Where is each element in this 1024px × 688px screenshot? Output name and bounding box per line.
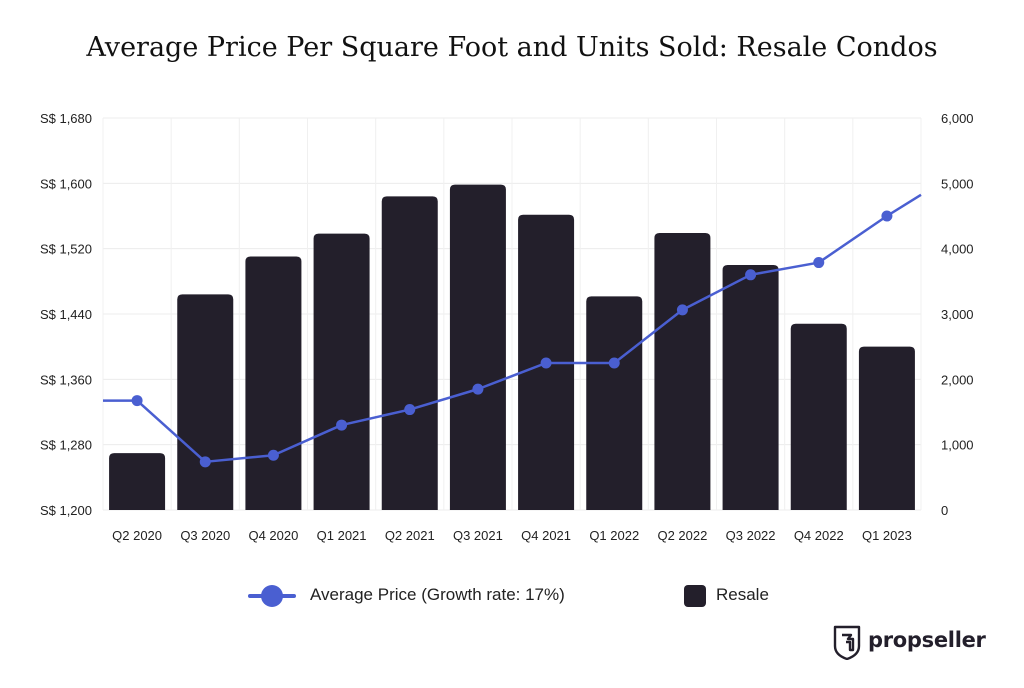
propseller-logo: propseller (832, 624, 992, 664)
x-axis-tick-label: Q3 2020 (180, 528, 230, 543)
x-axis-tick-label: Q1 2021 (317, 528, 367, 543)
left-axis-tick-label: S$ 1,280 (40, 438, 92, 453)
average-price-point (608, 357, 620, 369)
resale-bar (586, 296, 643, 510)
x-axis-ticks: Q2 2020 Q3 2020 Q4 2020 Q1 2021 Q2 2021 Q3 20… (112, 528, 912, 543)
logo-text: propseller (868, 628, 986, 652)
price-line (103, 193, 922, 468)
left-axis-tick-label: S$ 1,600 (40, 176, 92, 191)
right-axis-tick-label: 5,000 (941, 176, 974, 191)
average-price-point (131, 395, 143, 407)
left-axis-tick-label: S$ 1,520 (40, 242, 92, 257)
average-price-point (540, 357, 552, 369)
right-axis-tick-label: 1,000 (941, 438, 974, 453)
resale-bar (313, 233, 370, 510)
resale-bar (177, 294, 234, 510)
right-axis-tick-label: 6,000 (941, 111, 974, 126)
x-axis-tick-label: Q3 2022 (726, 528, 776, 543)
resale-bar (790, 323, 847, 510)
resale-bar (109, 453, 166, 510)
right-axis-tick-label: 4,000 (941, 242, 974, 257)
right-axis-tick-label: 3,000 (941, 307, 974, 322)
left-axis-tick-label: S$ 1,360 (40, 372, 92, 387)
average-price-point (472, 383, 484, 395)
legend-dot-swatch (261, 585, 283, 607)
right-axis-tick-label: 2,000 (941, 372, 974, 387)
chart-canvas: S$ 1,200 S$ 1,280 S$ 1,360 S$ 1,440 S$ 1,520… (40, 111, 974, 543)
x-axis-tick-label: Q3 2021 (453, 528, 503, 543)
left-axis-ticks: S$ 1,200 S$ 1,280 S$ 1,360 S$ 1,440 S$ 1,520… (40, 111, 92, 518)
average-price-point (676, 304, 688, 316)
legend-label-resale: Resale (716, 585, 769, 604)
right-axis-ticks: 0 1,000 2,000 3,000 4,000 5,000 6,000 (941, 111, 974, 518)
resale-bars (109, 184, 915, 510)
average-price-line (103, 193, 922, 464)
x-axis-tick-label: Q2 2020 (112, 528, 162, 543)
resale-bar (245, 256, 302, 510)
grid-lines (102, 117, 922, 511)
average-price-point (267, 449, 279, 461)
x-axis-tick-label: Q1 2023 (862, 528, 912, 543)
average-price-point (745, 269, 757, 281)
left-axis-tick-label: S$ 1,200 (40, 503, 92, 518)
x-axis-tick-label: Q1 2022 (589, 528, 639, 543)
right-axis-tick-label: 0 (941, 503, 948, 518)
x-axis-tick-label: Q4 2020 (248, 528, 298, 543)
average-price-point (336, 419, 348, 431)
resale-bar (654, 232, 711, 510)
legend-bar-swatch (684, 585, 706, 607)
chart-title: Average Price Per Square Foot and Units … (86, 32, 938, 63)
x-axis-tick-label: Q2 2022 (657, 528, 707, 543)
left-axis-tick-label: S$ 1,440 (40, 307, 92, 322)
resale-bar (449, 184, 506, 510)
average-price-point (404, 404, 416, 416)
resale-bar (722, 265, 779, 510)
x-axis-tick-label: Q4 2022 (794, 528, 844, 543)
resale-bar (858, 346, 915, 510)
resale-bar (381, 196, 438, 510)
average-price-point (813, 257, 825, 269)
legend-label-average-price: Average Price (Growth rate: 17%) (310, 585, 565, 604)
average-price-point (881, 210, 893, 222)
propseller-shield-icon (833, 625, 861, 660)
left-axis-tick-label: S$ 1,680 (40, 111, 92, 126)
average-price-point (199, 456, 211, 468)
x-axis-tick-label: Q2 2021 (385, 528, 435, 543)
x-axis-tick-label: Q4 2021 (521, 528, 571, 543)
legend: Average Price (Growth rate: 17%) Resale (0, 580, 1024, 612)
